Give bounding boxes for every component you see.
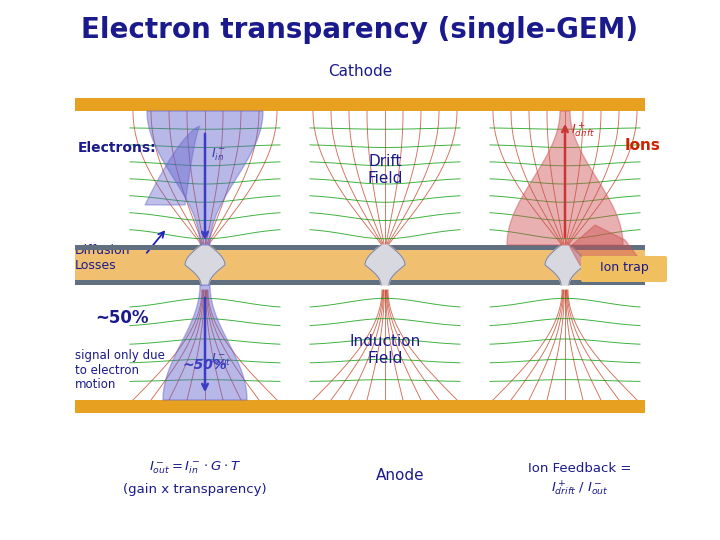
Text: Anode: Anode (376, 468, 424, 483)
Text: Ion trap: Ion trap (600, 261, 649, 274)
Text: ~50%: ~50% (95, 309, 148, 327)
FancyBboxPatch shape (581, 256, 667, 282)
Text: $I^+_{drift}$ / $I^-_{out}$: $I^+_{drift}$ / $I^-_{out}$ (551, 478, 609, 497)
Polygon shape (545, 245, 585, 285)
Text: Induction
Field: Induction Field (349, 334, 420, 366)
Text: $I^-_{out}$: $I^-_{out}$ (211, 352, 231, 368)
Polygon shape (365, 245, 405, 285)
Text: Drift
Field: Drift Field (367, 154, 402, 186)
Polygon shape (147, 111, 263, 245)
Polygon shape (570, 225, 640, 280)
Text: Electron transparency (single-GEM): Electron transparency (single-GEM) (81, 16, 639, 44)
Bar (75, 280, 645, 285)
Text: Diffusion
Losses: Diffusion Losses (75, 244, 130, 272)
Text: $I^+_{drift}$: $I^+_{drift}$ (571, 120, 595, 139)
Text: (gain x transparency): (gain x transparency) (123, 483, 267, 496)
Text: ~50%: ~50% (183, 358, 228, 372)
Text: Cathode: Cathode (328, 64, 392, 79)
Bar (75, 98, 645, 111)
Text: $I^-_{in}$: $I^-_{in}$ (211, 147, 225, 163)
Polygon shape (507, 111, 623, 245)
Text: Ions: Ions (624, 138, 660, 152)
Polygon shape (145, 126, 200, 205)
Polygon shape (185, 245, 225, 285)
Text: signal only due
to electron
motion: signal only due to electron motion (75, 348, 165, 392)
Bar (75, 245, 645, 250)
Text: $I^-_{out} = I^-_{in} \cdot G \cdot T$: $I^-_{out} = I^-_{in} \cdot G \cdot T$ (149, 460, 241, 476)
Text: Electrons:: Electrons: (78, 141, 157, 155)
Bar (75, 245, 645, 285)
Polygon shape (163, 285, 247, 400)
Text: Ion Feedback =: Ion Feedback = (528, 462, 631, 475)
Bar (75, 400, 645, 413)
